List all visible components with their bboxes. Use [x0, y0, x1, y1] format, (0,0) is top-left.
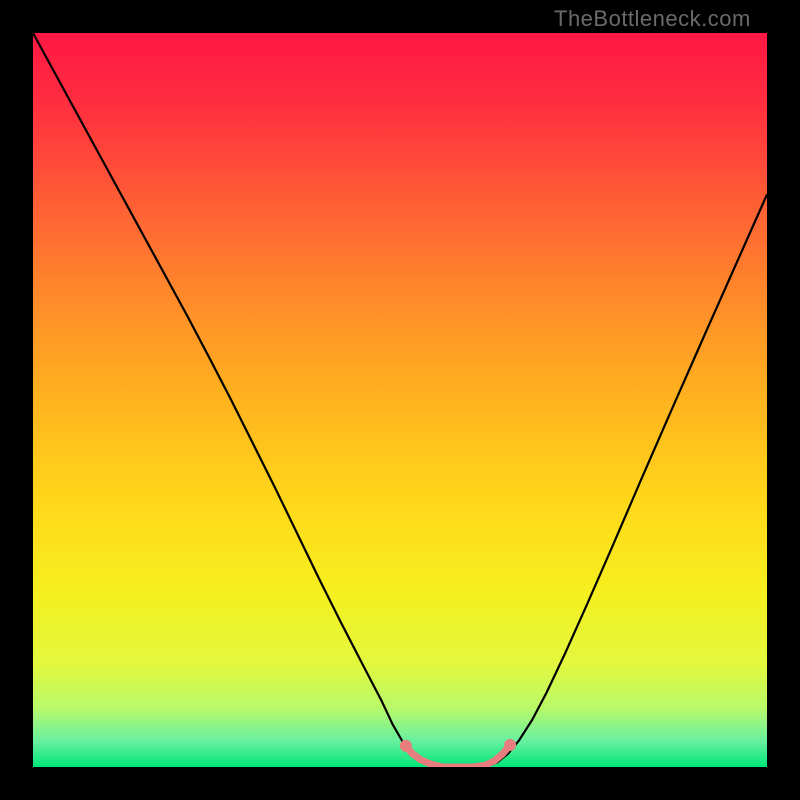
chart-plot: [33, 33, 767, 767]
watermark-text: TheBottleneck.com: [554, 6, 751, 32]
optimal-range-start-dot: [400, 740, 412, 752]
chart-frame: TheBottleneck.com: [0, 0, 800, 800]
optimal-range-end-dot: [504, 739, 516, 751]
chart-background: [33, 33, 767, 767]
